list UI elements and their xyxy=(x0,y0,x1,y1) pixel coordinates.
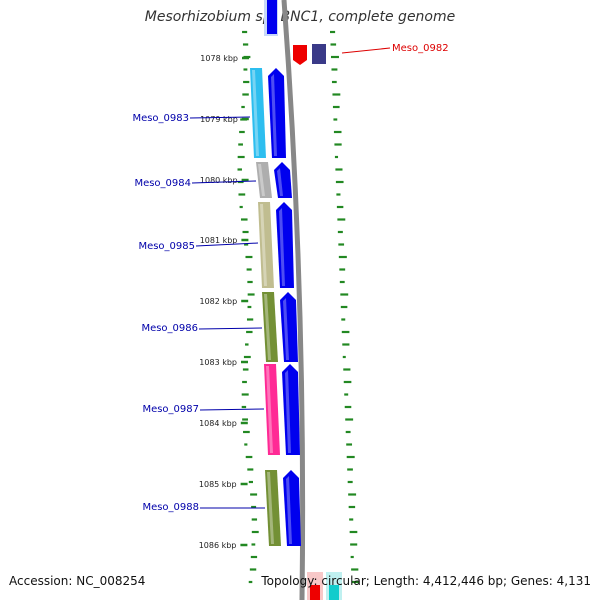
map-title: Mesorhizobium sp. BNC1, complete genome xyxy=(144,9,456,25)
cog-block-meso-0986 xyxy=(262,292,278,362)
cog-block-meso-0984 xyxy=(256,162,272,198)
ruler-tick-label: 1082 kbp xyxy=(199,297,237,306)
gene-arrow-meso-0983 xyxy=(268,68,286,158)
gene-labels: Meso_0982 Meso_0983 Meso_0984 Meso_0985 Meso… xyxy=(132,43,448,513)
ruler-tick-label: 1084 kbp xyxy=(199,419,237,428)
label-leader-line xyxy=(198,327,263,330)
cog-block-meso-0985 xyxy=(258,202,274,288)
gene-arrow-highlight xyxy=(271,74,277,156)
kbp-ruler: 1078 kbp 1079 kbp 1080 kbp 1081 kbp 1082 kbp… xyxy=(199,54,249,550)
gene-arrows xyxy=(268,45,307,546)
gene-arrow-highlight xyxy=(285,370,291,453)
ruler-tick-label: 1080 kbp xyxy=(200,176,238,185)
gene-label: Meso_0986 xyxy=(141,323,198,334)
cog-highlight xyxy=(266,366,273,453)
gene-label: Meso_0983 xyxy=(132,113,189,124)
partial-gene-bottom-teal xyxy=(329,585,339,600)
cog-highlight xyxy=(260,204,267,286)
gene-arrow-meso-0988 xyxy=(283,470,301,546)
label-leader-line xyxy=(191,180,257,184)
cog-highlight xyxy=(264,294,271,360)
partial-gene-bottom-red xyxy=(310,585,320,600)
partial-genes-bottom xyxy=(307,572,342,600)
ruler-tick-label: 1079 kbp xyxy=(200,115,238,124)
gene-arrow-highlight xyxy=(279,208,285,286)
cog-block-meso-0983 xyxy=(250,68,266,158)
gene-label: Meso_0987 xyxy=(142,404,199,415)
gene-label: Meso_0985 xyxy=(138,241,195,252)
cog-block-meso-0988 xyxy=(265,470,281,546)
cog-highlight xyxy=(258,164,265,196)
cog-blocks xyxy=(250,44,326,546)
label-leader-line xyxy=(341,47,391,54)
genome-summary: Topology: circular; Length: 4,412,446 bp… xyxy=(261,574,591,588)
gene-arrow-meso-0987 xyxy=(282,364,300,455)
label-leader-line xyxy=(189,116,251,119)
gene-arrow-meso-0984 xyxy=(274,162,292,198)
gene-arrow-highlight xyxy=(277,168,283,196)
gene-arrow-meso-0986 xyxy=(280,292,298,362)
gene-arrow-meso-0982 xyxy=(293,45,307,65)
gene-label: Meso_0988 xyxy=(142,502,199,513)
label-leader-line xyxy=(199,408,265,411)
partial-gene-top-core xyxy=(267,0,277,34)
cog-highlight xyxy=(267,472,274,544)
ruler-tick-label: 1085 kbp xyxy=(199,480,237,489)
cog-highlight xyxy=(252,70,259,156)
ruler-tick-label: 1083 kbp xyxy=(199,358,237,367)
gc-skew-outer-track xyxy=(330,30,360,584)
ruler-tick-label: 1086 kbp xyxy=(199,541,237,550)
gene-arrow-highlight xyxy=(286,476,292,544)
cog-block-meso-0987 xyxy=(264,364,280,455)
label-leader-line xyxy=(195,242,259,247)
ruler-tick-label: 1081 kbp xyxy=(200,236,238,245)
partial-gene-top xyxy=(264,0,278,36)
gene-arrow-meso-0985 xyxy=(276,202,294,288)
ruler-tick-label: 1078 kbp xyxy=(200,54,238,63)
gene-label: Meso_0984 xyxy=(134,178,191,189)
gene-label: Meso_0982 xyxy=(392,43,449,54)
gene-arrow-highlight xyxy=(283,298,289,360)
accession: Accession: NC_008254 xyxy=(9,574,146,588)
cog-block-meso-0982 xyxy=(312,44,326,64)
backbone-circle xyxy=(281,0,306,600)
